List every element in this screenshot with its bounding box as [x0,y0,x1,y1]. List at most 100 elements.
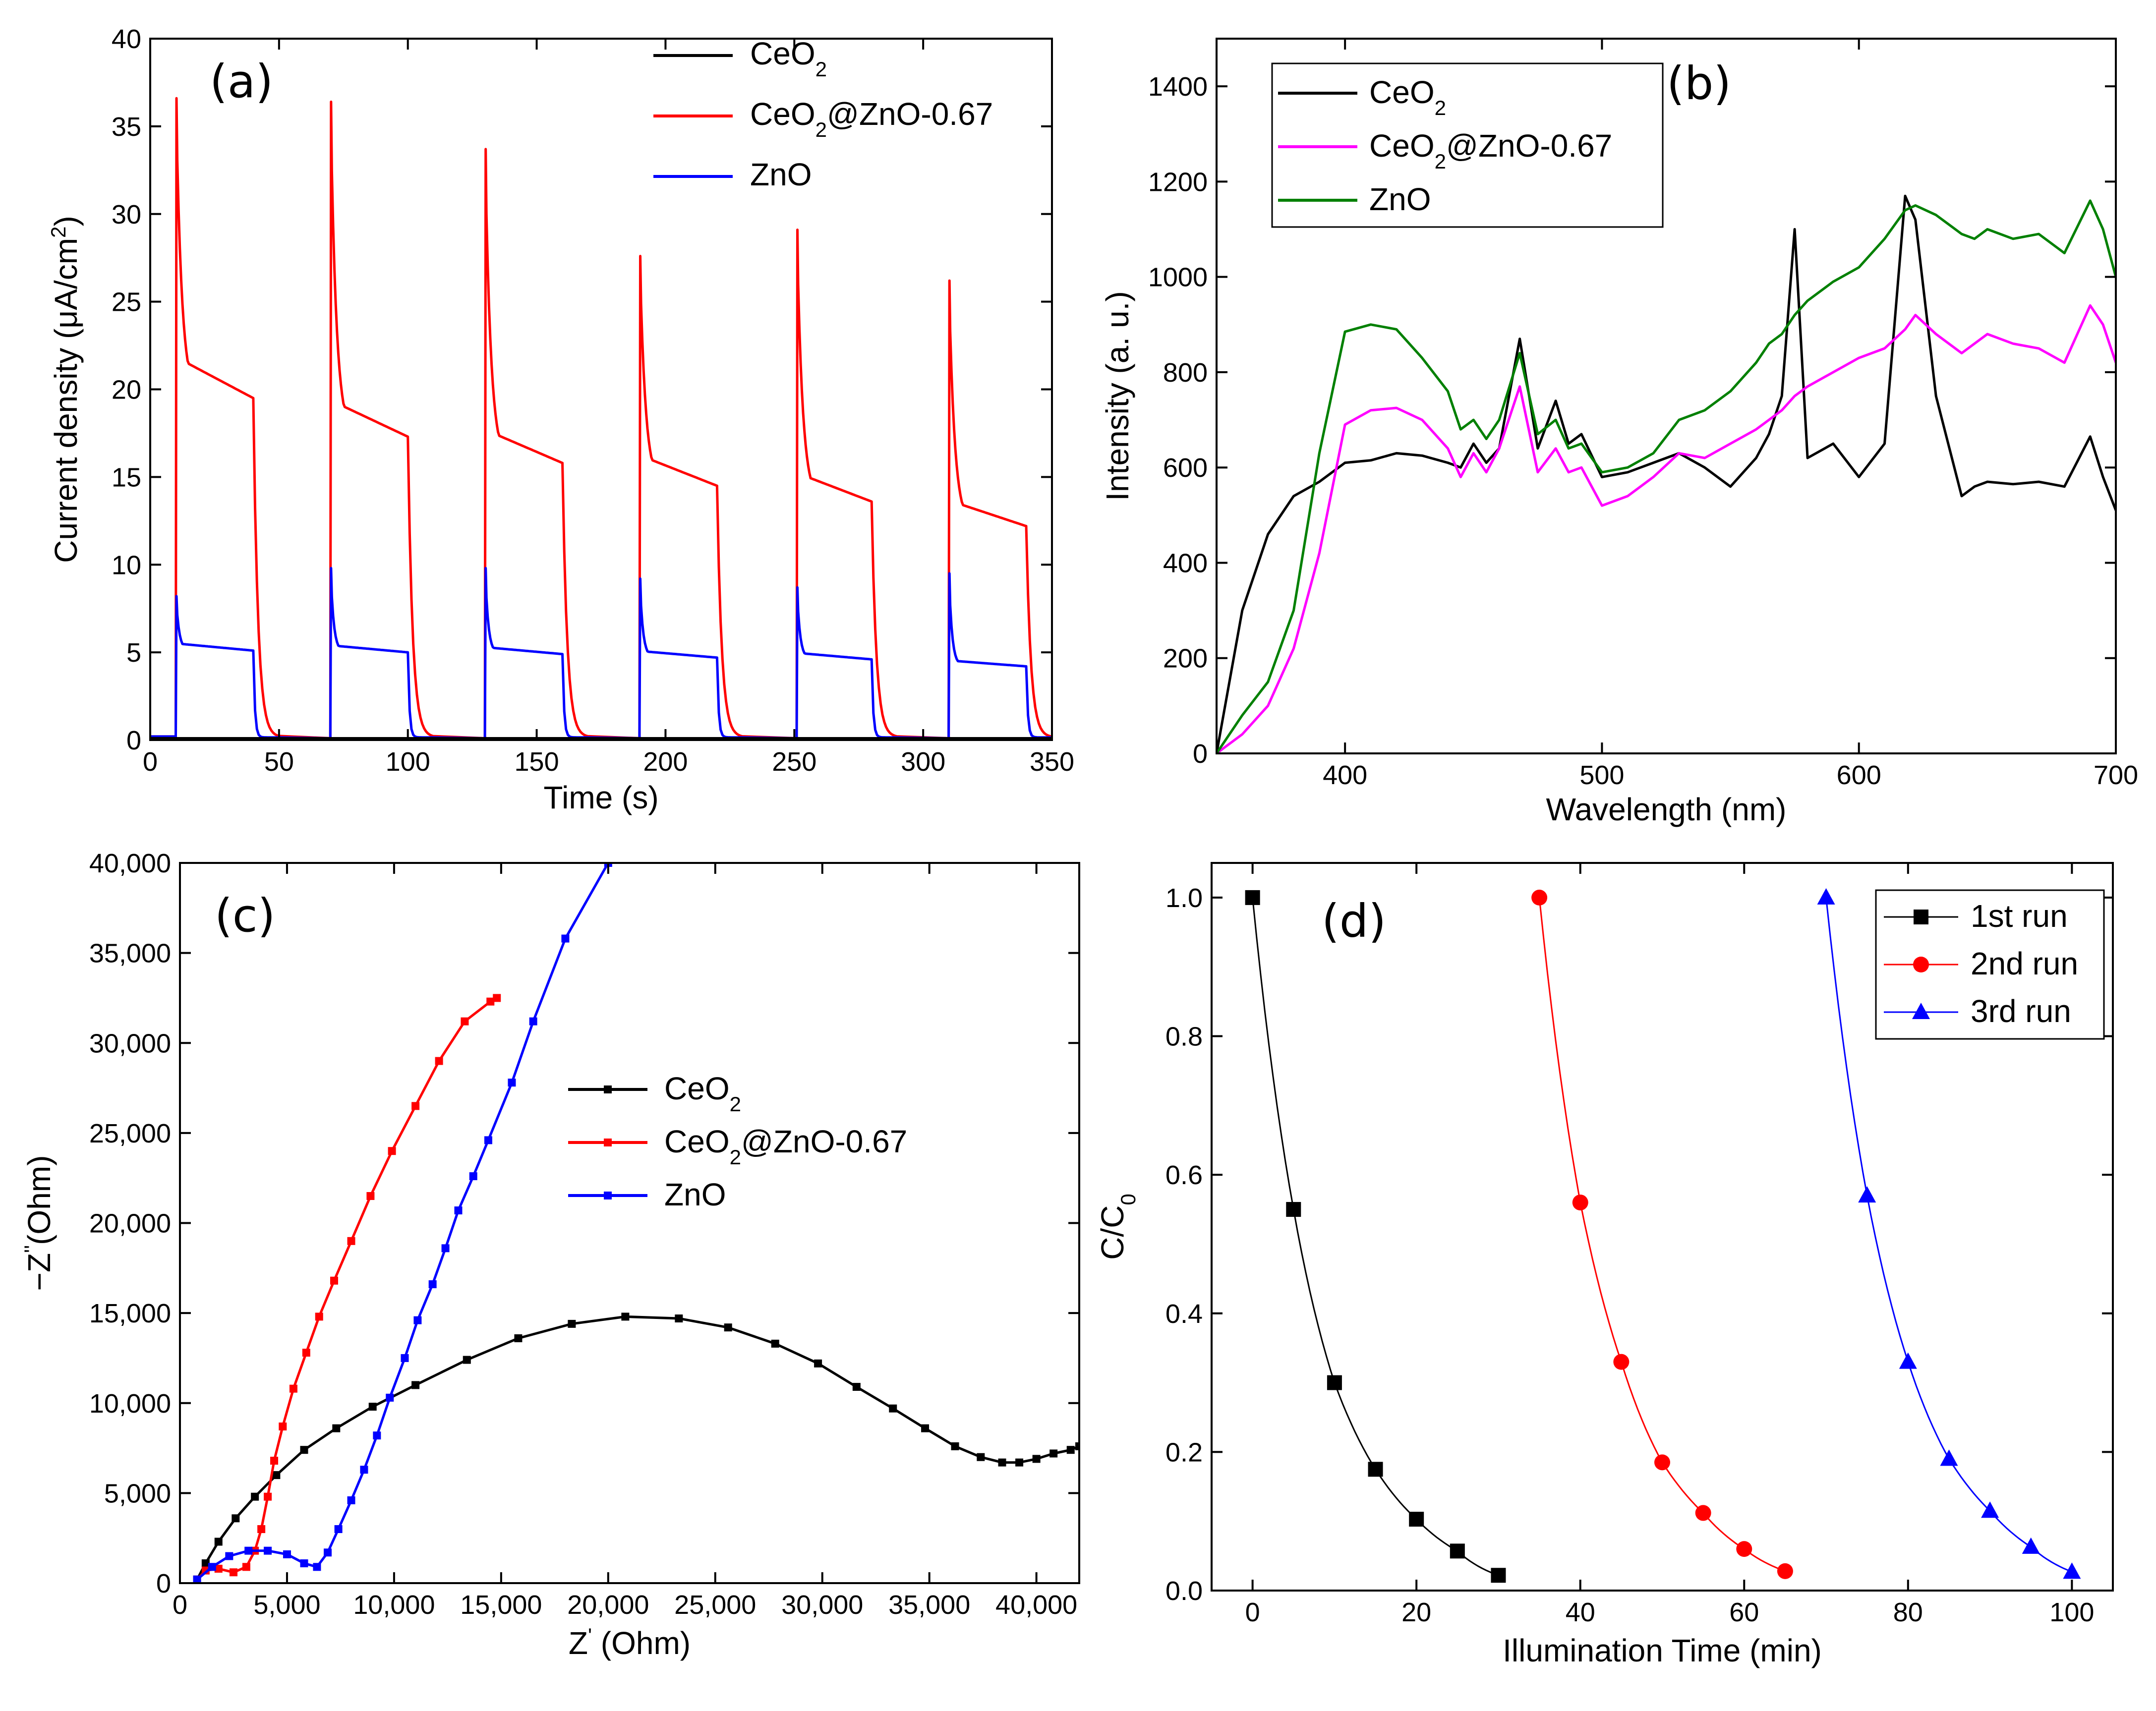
x-tick-label: 15,000 [460,1590,542,1620]
x-tick-label: 500 [1579,760,1624,790]
data-point [1245,890,1260,905]
y-tick-label: 400 [1163,548,1208,578]
data-point [388,1147,396,1155]
data-point [347,1496,355,1504]
data-point [332,1424,341,1432]
panel-label-c: (c) [215,889,275,942]
panel-label-b: (b) [1667,57,1731,110]
panel-a-data [150,97,1052,740]
x-tick-label: 400 [1323,760,1367,790]
data-point [214,1538,223,1546]
y-tick-label: 1200 [1148,167,1208,197]
y-tick-label: 30,000 [89,1028,171,1058]
x-tick-label: 0 [143,747,158,777]
data-point [1777,1563,1793,1579]
legend-label: ZnO [750,157,812,192]
panel-b-data [1217,194,2116,753]
data-point [347,1237,355,1245]
y-tick-label: 0.2 [1165,1437,1203,1467]
data-point [251,1492,259,1501]
data-point [1858,1186,1876,1203]
data-point [324,1548,332,1557]
data-point [724,1323,732,1332]
data-point [435,1057,443,1065]
panel-c-data [193,863,1079,1583]
y-tick-label: 0.6 [1165,1160,1203,1190]
legend-marker [1913,957,1929,972]
data-point [1572,1195,1588,1211]
data-point [771,1339,779,1348]
y-tick-label: 30 [112,200,141,229]
y-tick-label: 15,000 [89,1299,171,1328]
x-tick-label: 5,000 [253,1590,320,1620]
x-tick-label: 300 [901,747,945,777]
y-tick-label: 25,000 [89,1119,171,1148]
x-tick-label: 10,000 [353,1590,435,1620]
data-point [368,1403,377,1411]
data-point [1817,888,1835,905]
data-point [264,1492,272,1501]
legend-label: CeO2@ZnO-0.67 [664,1124,907,1169]
data-point [193,1575,201,1583]
data-point [334,1525,343,1534]
data-point [977,1453,985,1461]
y-tick-label: 0 [126,726,141,755]
series-line-2 [1217,199,2116,753]
y-axis-label: C/C0 [1095,1194,1140,1260]
x-tick-label: 80 [1893,1597,1923,1627]
legend-label: 1st run [1971,898,2068,934]
panel-d-data [1245,888,2081,1583]
data-point [279,1422,287,1430]
data-point [411,1102,420,1110]
series-line-1 [1217,304,2116,753]
legend-label: 3rd run [1971,993,2071,1029]
y-tick-label: 800 [1163,358,1208,388]
series-line-1 [196,997,498,1581]
data-point [264,1546,272,1555]
data-point [2022,1537,2040,1554]
panel-label-d: (d) [1322,895,1386,948]
data-point [1066,1446,1075,1454]
legend-label: CeO2@ZnO-0.67 [750,96,993,141]
data-point [2063,1562,2081,1579]
data-point [568,1319,576,1328]
data-point [1327,1375,1342,1390]
data-point [1286,1202,1301,1217]
data-point [244,1546,253,1555]
x-tick-label: 25,000 [674,1590,756,1620]
data-point [214,1564,223,1573]
legend-marker [1912,1003,1930,1019]
legend-label: 2nd run [1971,946,2078,981]
data-point [1736,1541,1752,1557]
y-tick-label: 0 [156,1569,171,1598]
x-axis-label: Z' (Ohm) [569,1624,691,1661]
legend-marker [604,1085,612,1093]
data-point [411,1381,420,1389]
data-point [441,1244,450,1253]
x-tick-label: 600 [1837,760,1881,790]
y-tick-label: 0.8 [1165,1022,1203,1052]
y-tick-label: 40 [112,24,141,54]
data-point [300,1446,308,1454]
y-tick-label: 20 [112,375,141,405]
data-point [469,1172,477,1181]
x-tick-label: 50 [264,747,294,777]
data-point [330,1276,338,1285]
data-point [1049,1449,1058,1458]
legend-label: ZnO [664,1177,726,1212]
data-point [814,1359,822,1368]
data-point [242,1563,250,1571]
x-axis-label: Wavelength (nm) [1546,792,1787,827]
y-tick-label: 20,000 [89,1209,171,1239]
x-tick-label: 0 [173,1590,187,1620]
data-point [493,994,501,1002]
x-tick-label: 35,000 [888,1590,970,1620]
data-point [1032,1455,1041,1463]
data-point [300,1559,308,1568]
panel-b: 400 500 600 700 0 200 400 600 800 1000 1200 1400 Wav… [1100,38,2138,827]
data-point [1981,1501,1999,1518]
data-point [1695,1505,1711,1521]
x-tick-label: 20 [1401,1597,1431,1627]
data-point [1940,1449,1958,1466]
